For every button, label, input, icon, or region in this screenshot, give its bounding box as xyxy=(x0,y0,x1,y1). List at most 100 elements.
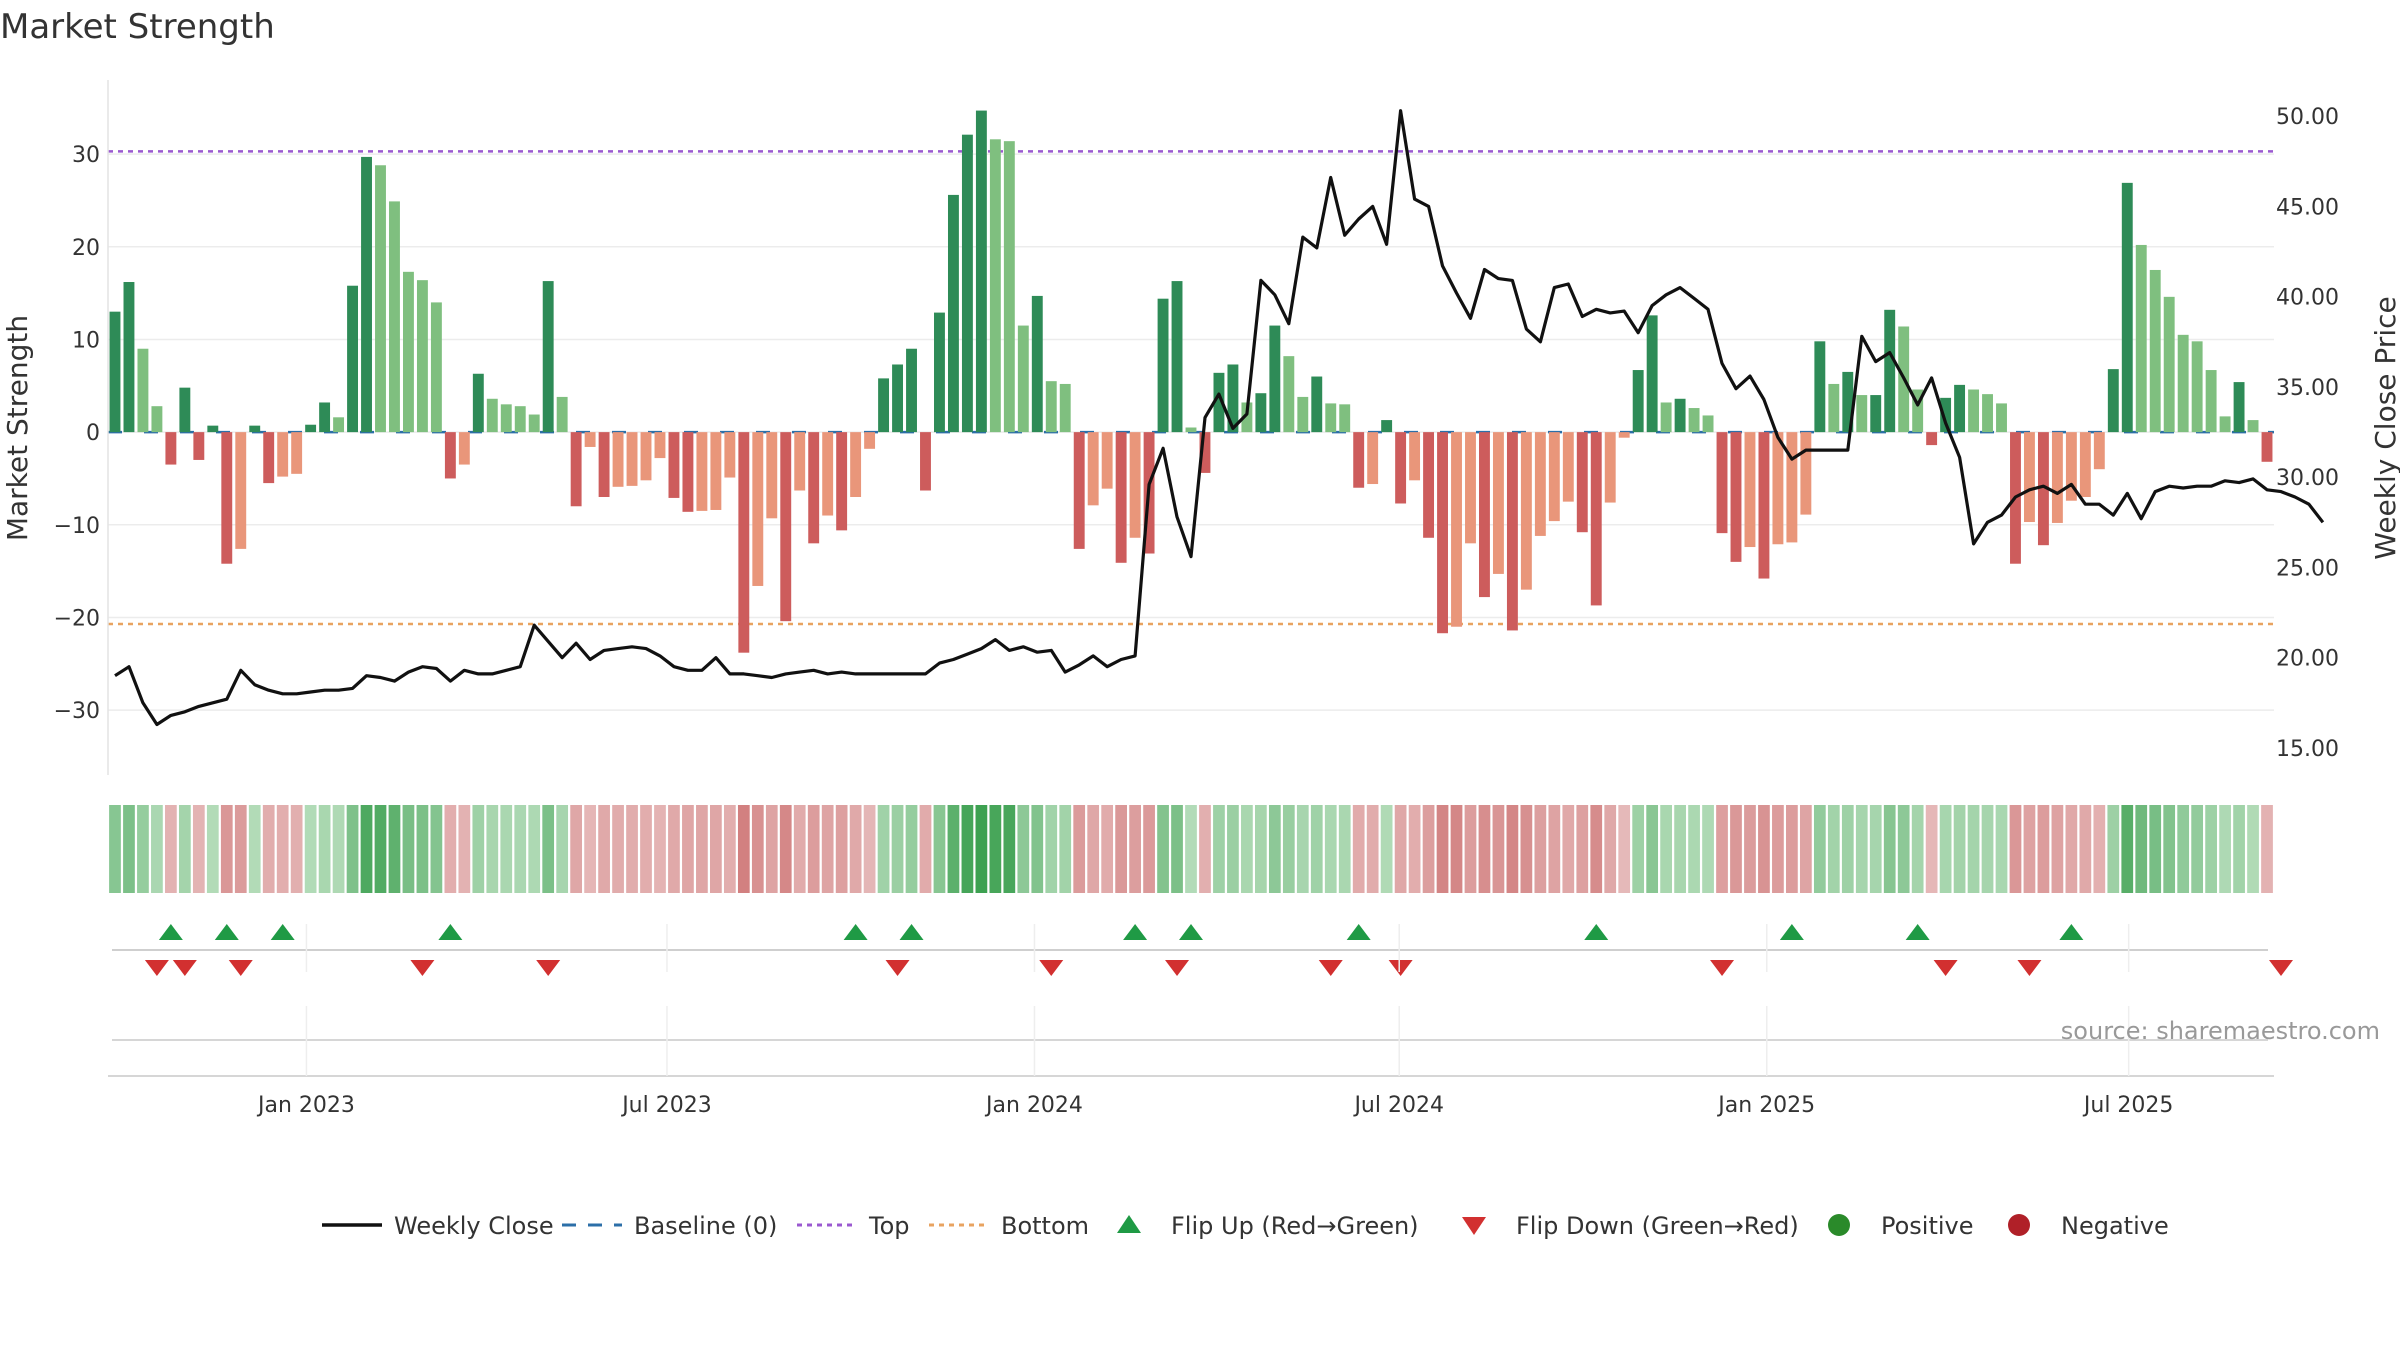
strength-bar xyxy=(319,402,331,433)
heat-cell xyxy=(262,805,275,893)
heat-cell xyxy=(1981,805,1994,893)
heat-cell xyxy=(919,805,932,893)
heat-cell xyxy=(947,805,960,893)
strength-bar xyxy=(1828,383,1840,433)
heat-cell xyxy=(779,805,792,893)
heat-cell xyxy=(206,805,219,893)
strength-bar xyxy=(389,201,400,433)
heat-cell xyxy=(1702,805,1714,893)
heat-cell xyxy=(1422,805,1435,893)
heat-cell xyxy=(1744,805,1756,893)
strength-bar xyxy=(961,134,973,433)
strength-bar xyxy=(1241,402,1253,433)
strength-bar xyxy=(1884,309,1896,433)
strength-bar xyxy=(1996,403,2007,433)
strength-bar xyxy=(1339,404,1351,433)
heat-cell xyxy=(2023,805,2036,893)
strength-bar xyxy=(1087,432,1099,506)
heat-cell xyxy=(178,805,191,893)
weekly-close-series xyxy=(114,109,2325,727)
strength-bar xyxy=(752,432,764,586)
strength-bar xyxy=(696,432,708,511)
strength-bar xyxy=(1297,396,1309,433)
strength-bar xyxy=(822,432,834,516)
flip-up-marker xyxy=(1779,924,1804,940)
heat-cell xyxy=(556,805,569,893)
right-axis-label: Weekly Close Price xyxy=(2369,296,2400,559)
heat-cell xyxy=(2037,805,2050,893)
heat-cell xyxy=(234,805,247,893)
heat-cell xyxy=(2261,805,2273,893)
right-tick-label: 30.00 xyxy=(2276,466,2339,491)
strength-bar xyxy=(1926,432,1938,446)
strength-bar xyxy=(333,417,345,433)
right-tick-label: 50.00 xyxy=(2276,105,2339,130)
strength-bar xyxy=(1506,432,1518,631)
strength-bar xyxy=(710,432,722,510)
legend-label: Weekly Close xyxy=(394,1212,554,1240)
strength-bar xyxy=(165,432,177,465)
strength-bar xyxy=(2051,432,2063,523)
heat-cell xyxy=(751,805,764,893)
heat-cell xyxy=(1115,805,1127,893)
heat-cell xyxy=(2065,805,2078,893)
heat-cell xyxy=(1241,805,1253,893)
heat-cell xyxy=(2079,805,2092,893)
heat-cell xyxy=(2233,805,2245,893)
source-note: source: sharemaestro.com xyxy=(2061,1017,2380,1045)
strength-bar xyxy=(584,432,596,447)
heat-cell xyxy=(1506,805,1519,893)
strength-bar xyxy=(2024,432,2035,523)
flip-up-marker xyxy=(1584,924,1609,940)
heat-cell xyxy=(1436,805,1449,893)
heat-cell xyxy=(1534,805,1547,893)
heat-cell xyxy=(1618,805,1631,893)
strength-bar xyxy=(1604,432,1616,503)
right-tick-label: 40.00 xyxy=(2276,286,2339,311)
legend-label: Negative xyxy=(2061,1212,2169,1240)
strength-bar xyxy=(1101,432,1113,489)
left-tick-label: −20 xyxy=(54,606,100,631)
legend-label: Baseline (0) xyxy=(634,1212,777,1240)
strength-bar xyxy=(305,424,317,433)
heat-cell xyxy=(863,805,876,893)
strength-bar xyxy=(766,432,778,519)
heat-cell xyxy=(1213,805,1225,893)
heat-cell xyxy=(528,805,541,893)
strength-bar xyxy=(472,373,484,433)
heat-cell xyxy=(192,805,205,893)
heat-cell xyxy=(1310,805,1323,893)
heat-cell xyxy=(1911,805,1924,893)
flip-down-marker xyxy=(1165,960,1190,976)
strength-bar xyxy=(2037,432,2049,546)
heat-cell xyxy=(710,805,722,893)
heat-cell xyxy=(2163,805,2176,893)
left-axis: −30 −20 −10 0 10 20 30 xyxy=(54,80,109,775)
strength-bar xyxy=(1576,432,1588,533)
strength-bar xyxy=(1437,432,1448,634)
date-tick-label: Jul 2025 xyxy=(2082,1093,2174,1118)
strength-bar xyxy=(444,432,456,479)
heat-cell xyxy=(1548,805,1561,893)
strength-bar xyxy=(1954,384,1966,433)
strength-bar xyxy=(1395,432,1407,504)
date-tick-label: Jan 2025 xyxy=(1716,1093,1815,1118)
heat-cell xyxy=(891,805,904,893)
heat-cell xyxy=(430,805,443,893)
legend-label: Top xyxy=(868,1212,910,1240)
heat-cell xyxy=(1646,805,1659,893)
heat-cell xyxy=(1338,805,1351,893)
heat-cell xyxy=(793,805,806,893)
strength-bar xyxy=(221,432,233,564)
left-tick-label: 30 xyxy=(72,143,100,168)
strength-bar xyxy=(1017,325,1029,433)
strength-bar xyxy=(1800,432,1812,515)
flip-up-marker xyxy=(843,924,868,940)
strength-bar xyxy=(1870,395,1882,433)
strength-bar xyxy=(2219,416,2231,433)
heat-cell xyxy=(402,805,415,893)
heat-cell xyxy=(640,805,652,893)
flip-up-marker xyxy=(1123,924,1148,940)
strength-bar xyxy=(598,432,610,497)
heat-cell xyxy=(444,805,457,893)
